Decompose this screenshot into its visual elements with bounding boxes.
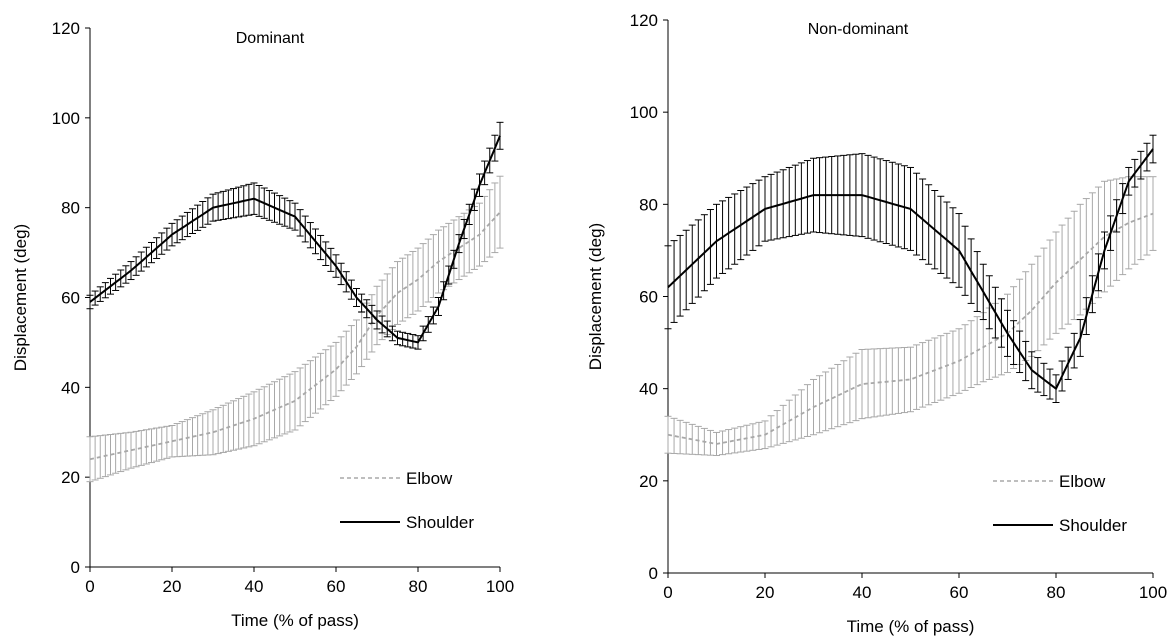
y-tick-label: 40: [639, 380, 658, 399]
x-tick-label: 100: [486, 577, 514, 596]
y-tick-label: 100: [630, 103, 658, 122]
y-tick-label: 80: [61, 199, 80, 218]
y-tick-label: 60: [61, 289, 80, 308]
x-tick-label: 0: [85, 577, 94, 596]
chart-panel-1: 0 20 40 60 80 100 120 0 20 40 60 80 100 Time (% of pa…: [11, 19, 514, 630]
chart-title: Non-dominant: [808, 21, 909, 38]
legend-label-shoulder: Shoulder: [406, 513, 474, 532]
x-tick-label: 40: [853, 583, 872, 602]
series-shoulder: [664, 134, 1157, 403]
x-tick-label: 40: [245, 577, 264, 596]
y-tick-label: 120: [52, 19, 80, 38]
x-tick-label: 80: [409, 577, 428, 596]
series-elbow: [664, 176, 1157, 456]
error-bars-shoulder: [86, 121, 504, 350]
series-line-shoulder: [89, 135, 501, 344]
legend: Elbow Shoulder: [993, 472, 1127, 535]
y-tick-label: 100: [52, 109, 80, 128]
y-tick-label: 80: [639, 195, 658, 214]
y-tick-label: 0: [71, 558, 80, 577]
x-tick-label: 80: [1047, 583, 1066, 602]
x-tick-label: 20: [756, 583, 775, 602]
x-tick-label: 60: [327, 577, 346, 596]
x-tick-label: 60: [950, 583, 969, 602]
legend-label-elbow: Elbow: [406, 469, 453, 488]
y-tick-label: 40: [61, 378, 80, 397]
series-line-elbow: [667, 212, 1154, 445]
y-axis-title: Displacement (deg): [11, 224, 30, 371]
x-axis-title: Time (% of pass): [847, 617, 975, 636]
chart-panel-2: 0 20 40 60 80 100 120 0 20 40 60 80 100 Time (% of pa…: [586, 11, 1167, 636]
legend-label-elbow: Elbow: [1059, 472, 1106, 491]
x-tick-label: 100: [1139, 583, 1167, 602]
chart-title: Dominant: [236, 30, 305, 47]
y-tick-label: 20: [639, 472, 658, 491]
x-axis-title: Time (% of pass): [231, 611, 359, 630]
series-line-shoulder: [667, 148, 1154, 391]
y-tick-label: 120: [630, 11, 658, 30]
legend-label-shoulder: Shoulder: [1059, 516, 1127, 535]
series-shoulder: [86, 121, 504, 350]
series-elbow: [86, 175, 504, 483]
y-tick-label: 20: [61, 468, 80, 487]
x-tick-label: 20: [163, 577, 182, 596]
x-tick-label: 0: [663, 583, 672, 602]
legend: Elbow Shoulder: [340, 469, 474, 532]
y-tick-label: 60: [639, 288, 658, 307]
y-axis-title: Displacement (deg): [586, 223, 605, 370]
y-tick-label: 0: [649, 564, 658, 583]
